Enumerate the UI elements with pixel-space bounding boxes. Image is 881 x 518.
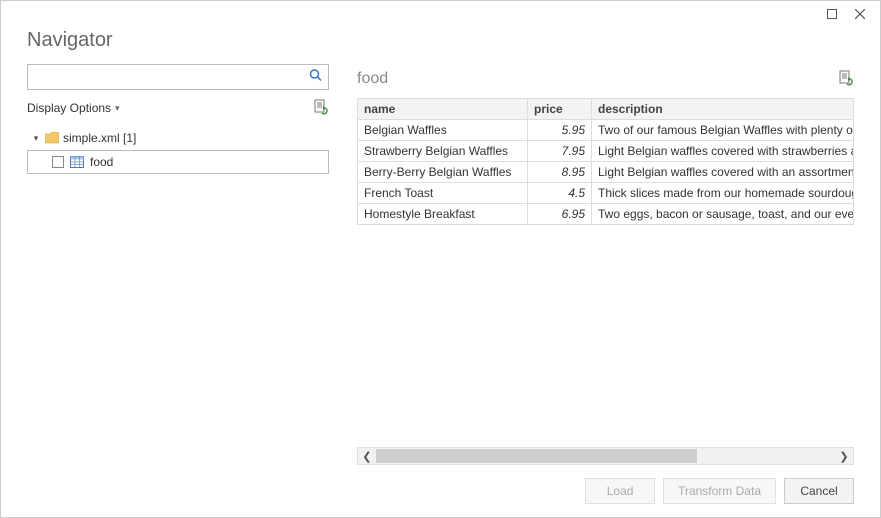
scroll-left-icon[interactable]: ❮ bbox=[358, 448, 376, 464]
refresh-icon[interactable] bbox=[313, 99, 329, 118]
preview-title: food bbox=[357, 70, 388, 88]
cell-price: 6.95 bbox=[528, 204, 592, 225]
display-options-dropdown[interactable]: Display Options ▾ bbox=[27, 101, 120, 115]
cell-price: 5.95 bbox=[528, 120, 592, 141]
preview-panel: food name price description bbox=[357, 64, 854, 465]
horizontal-scrollbar[interactable]: ❮ ❯ bbox=[357, 447, 854, 465]
transform-data-button[interactable]: Transform Data bbox=[663, 478, 776, 504]
cell-description: Two eggs, bacon or sausage, toast, and o… bbox=[592, 204, 854, 225]
preview-table: name price description Belgian Waffles 5… bbox=[357, 98, 854, 225]
scroll-track[interactable] bbox=[376, 448, 835, 464]
left-panel: Display Options ▾ ▾ simple.xml [1] bbox=[27, 64, 329, 465]
cell-description: Light Belgian waffles covered with straw… bbox=[592, 141, 854, 162]
navigator-tree: ▾ simple.xml [1] food bbox=[27, 126, 329, 174]
tree-root-label: simple.xml [1] bbox=[63, 131, 136, 145]
scroll-thumb[interactable] bbox=[376, 449, 697, 463]
cell-price: 4.5 bbox=[528, 183, 592, 204]
display-options-label: Display Options bbox=[27, 101, 111, 115]
search-icon[interactable] bbox=[309, 69, 323, 86]
cancel-button[interactable]: Cancel bbox=[784, 478, 854, 504]
dialog-footer: Load Transform Data Cancel bbox=[1, 465, 880, 517]
titlebar bbox=[1, 1, 880, 29]
col-name[interactable]: name bbox=[358, 99, 528, 120]
tree-item-label: food bbox=[90, 155, 113, 169]
scroll-right-icon[interactable]: ❯ bbox=[835, 448, 853, 464]
table-header-row: name price description bbox=[358, 99, 854, 120]
folder-icon bbox=[45, 132, 59, 144]
cell-price: 7.95 bbox=[528, 141, 592, 162]
table-row[interactable]: French Toast 4.5 Thick slices made from … bbox=[358, 183, 854, 204]
col-description[interactable]: description bbox=[592, 99, 854, 120]
cell-name: Berry-Berry Belgian Waffles bbox=[358, 162, 528, 183]
dialog-header: Navigator bbox=[1, 29, 880, 64]
chevron-down-icon: ▾ bbox=[115, 103, 120, 114]
tree-item-checkbox[interactable] bbox=[52, 156, 64, 168]
cell-description: Two of our famous Belgian Waffles with p… bbox=[592, 120, 854, 141]
navigator-dialog: Navigator Display Options ▾ bbox=[0, 0, 881, 518]
table-row[interactable]: Strawberry Belgian Waffles 7.95 Light Be… bbox=[358, 141, 854, 162]
preview-spacer bbox=[357, 225, 854, 443]
table-row[interactable]: Belgian Waffles 5.95 Two of our famous B… bbox=[358, 120, 854, 141]
collapse-icon[interactable]: ▾ bbox=[31, 133, 41, 144]
cell-name: Belgian Waffles bbox=[358, 120, 528, 141]
cell-name: Strawberry Belgian Waffles bbox=[358, 141, 528, 162]
col-price[interactable]: price bbox=[528, 99, 592, 120]
preview-refresh-icon[interactable] bbox=[838, 70, 854, 89]
search-input[interactable] bbox=[27, 64, 329, 90]
cell-description: Thick slices made from our homemade sour… bbox=[592, 183, 854, 204]
table-row[interactable]: Berry-Berry Belgian Waffles 8.95 Light B… bbox=[358, 162, 854, 183]
tree-item-food[interactable]: food bbox=[27, 150, 329, 174]
cell-name: French Toast bbox=[358, 183, 528, 204]
cell-price: 8.95 bbox=[528, 162, 592, 183]
maximize-icon[interactable] bbox=[818, 3, 846, 25]
close-icon[interactable] bbox=[846, 3, 874, 25]
cell-name: Homestyle Breakfast bbox=[358, 204, 528, 225]
load-button[interactable]: Load bbox=[585, 478, 655, 504]
tree-root-item[interactable]: ▾ simple.xml [1] bbox=[27, 126, 329, 150]
table-row[interactable]: Homestyle Breakfast 6.95 Two eggs, bacon… bbox=[358, 204, 854, 225]
dialog-title: Navigator bbox=[27, 29, 854, 52]
table-icon bbox=[70, 156, 84, 168]
cell-description: Light Belgian waffles covered with an as… bbox=[592, 162, 854, 183]
